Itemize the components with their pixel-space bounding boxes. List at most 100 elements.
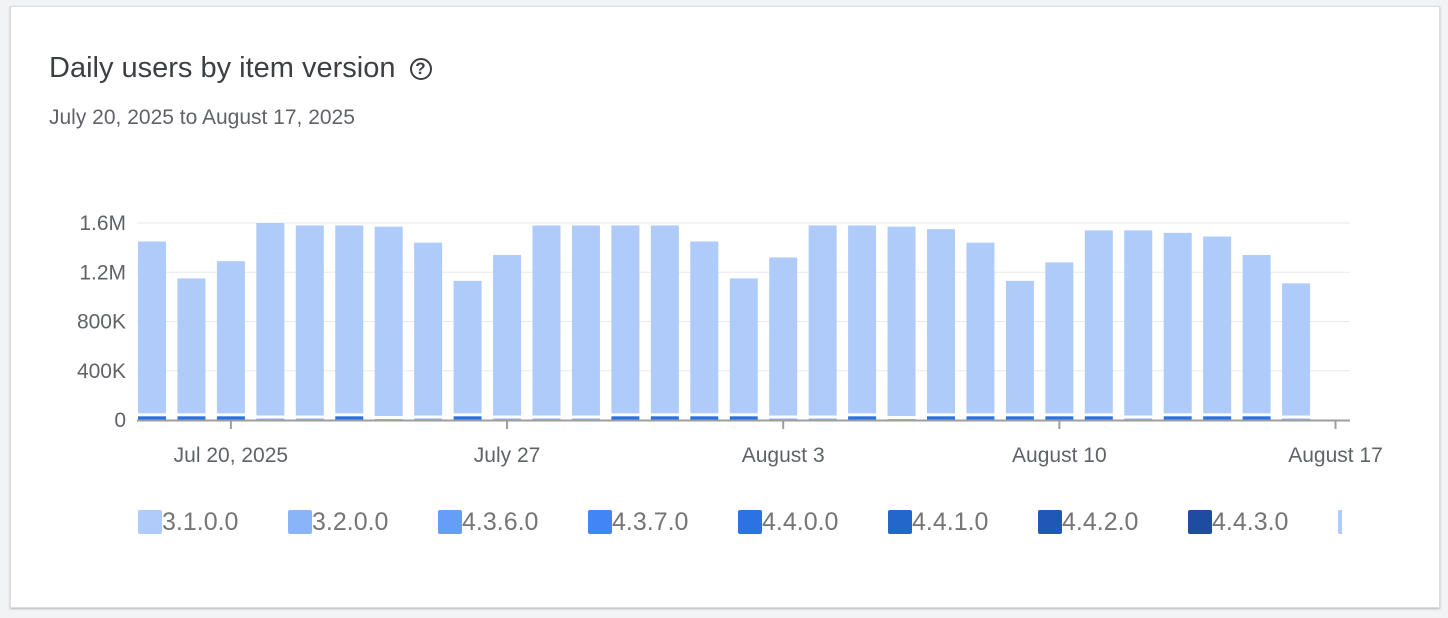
date-range: July 20, 2025 to August 17, 2025	[49, 106, 355, 129]
legend-swatch	[288, 510, 312, 534]
legend-item[interactable]: 4.4.0.0	[738, 502, 838, 542]
bar-3-2-0-0	[493, 418, 522, 420]
bar-4-4-0-0	[453, 416, 482, 420]
legend-item[interactable]: 4.4.3.0	[1188, 502, 1288, 542]
bar-4-4-0-0	[729, 416, 758, 420]
bar-4-4-0-0	[1163, 416, 1192, 420]
bar-3-1-0-0	[769, 257, 798, 416]
x-tick-label: August 3	[742, 444, 825, 467]
bar-3-1-0-0	[966, 242, 995, 414]
bar-3-2-0-0	[808, 418, 837, 420]
legend-label: 4.4.1.0	[912, 507, 989, 536]
bar-3-1-0-0	[729, 278, 758, 414]
bar-3-1-0-0	[1124, 230, 1153, 416]
chart-header: Daily users by item version ?	[49, 52, 432, 85]
bar-4-4-0-0	[138, 416, 166, 420]
bar-4-4-0-0	[1242, 416, 1271, 420]
legend-label: 4.4.3.0	[1212, 507, 1289, 536]
legend: 3.1.0.0 3.2.0.0 4.3.6.0 4.3.7.0 4.4.0.0 4.4.1…	[128, 502, 1342, 542]
legend-label: 4.4.2.0	[1062, 507, 1139, 536]
legend-item[interactable]: 4.3.6.0	[438, 502, 538, 542]
legend-label: 4.3.6.0	[462, 507, 539, 536]
legend-swatch	[588, 510, 612, 534]
legend-item[interactable]: 4.3.7.0	[588, 502, 688, 542]
bar-3-1-0-0	[1282, 283, 1311, 416]
bar-4-4-0-0	[848, 416, 877, 420]
legend-label: 3.2.0.0	[312, 507, 389, 536]
bar-4-4-0-0	[611, 416, 640, 420]
chart-title: Daily users by item version	[49, 52, 396, 84]
bar-4-4-0-0	[1203, 416, 1232, 420]
legend-item[interactable]	[1338, 502, 1342, 542]
bar-4-4-0-0	[966, 416, 995, 420]
bar-3-1-0-0	[1005, 280, 1034, 414]
bar-3-1-0-0	[650, 225, 679, 414]
bar-4-4-0-0	[1084, 416, 1113, 420]
bar-4-4-0-0	[335, 416, 364, 420]
legend-item[interactable]: 3.1.0.0	[138, 502, 238, 542]
y-tick-label: 1.2M	[79, 261, 126, 284]
bar-3-1-0-0	[256, 223, 285, 416]
y-tick-label: 800K	[77, 311, 126, 334]
bar-3-1-0-0	[1203, 236, 1232, 414]
bar-3-2-0-0	[414, 418, 443, 420]
legend-swatch	[1188, 510, 1212, 534]
bar-3-1-0-0	[1084, 230, 1113, 414]
x-tick-label: August 17	[1288, 444, 1383, 467]
bar-3-1-0-0	[1163, 232, 1192, 414]
bar-3-2-0-0	[1282, 418, 1311, 420]
x-tick-label: July 27	[474, 444, 541, 467]
bar-3-1-0-0	[453, 280, 482, 414]
bar-3-2-0-0	[532, 418, 561, 420]
bar-3-1-0-0	[216, 261, 245, 414]
bar-4-4-0-0	[927, 416, 955, 420]
bar-3-1-0-0	[571, 225, 600, 416]
legend-swatch	[1338, 510, 1342, 534]
bar-3-1-0-0	[1045, 262, 1074, 414]
legend-label: 3.1.0.0	[162, 507, 239, 536]
legend-label: 4.4.0.0	[762, 507, 839, 536]
x-tick-label: August 10	[1012, 444, 1107, 467]
bar-3-1-0-0	[493, 255, 522, 416]
bar-4-4-0-0	[1005, 416, 1034, 420]
bar-3-1-0-0	[374, 226, 403, 417]
bar-3-1-0-0	[808, 225, 837, 416]
chart-card	[10, 6, 1440, 608]
bar-3-1-0-0	[414, 242, 443, 416]
legend-item[interactable]: 3.2.0.0	[288, 502, 388, 542]
bar-4-4-0-0	[650, 416, 679, 420]
legend-swatch	[738, 510, 762, 534]
bar-3-1-0-0	[177, 278, 206, 414]
bar-3-1-0-0	[295, 225, 324, 416]
y-tick-label: 400K	[77, 360, 126, 383]
bar-3-1-0-0	[1242, 255, 1271, 414]
bar-3-1-0-0	[848, 225, 877, 414]
bar-3-2-0-0	[571, 418, 600, 420]
y-tick-label: 1.6M	[79, 212, 126, 235]
legend-swatch	[888, 510, 912, 534]
bar-4-4-0-0	[690, 416, 719, 420]
bar-3-1-0-0	[927, 229, 955, 414]
bar-3-2-0-0	[1124, 418, 1153, 420]
y-tick-label: 0	[114, 409, 126, 432]
bar-3-1-0-0	[532, 225, 561, 416]
bar-3-1-0-0	[611, 225, 640, 414]
bar-3-2-0-0	[256, 418, 285, 420]
legend-swatch	[138, 510, 162, 534]
bar-3-1-0-0	[138, 241, 166, 414]
legend-item[interactable]: 4.4.1.0	[888, 502, 988, 542]
legend-item[interactable]: 4.4.2.0	[1038, 502, 1138, 542]
help-circle-icon[interactable]: ?	[409, 57, 432, 80]
legend-swatch	[438, 510, 462, 534]
bar-4-4-0-0	[177, 416, 206, 420]
bar-3-2-0-0	[295, 418, 324, 420]
legend-label: 4.3.7.0	[612, 507, 689, 536]
bar-4-4-0-0	[1045, 416, 1074, 420]
x-tick-label: Jul 20, 2025	[174, 444, 288, 467]
bar-3-1-0-0	[887, 226, 916, 417]
bar-3-2-0-0	[769, 418, 798, 420]
bar-4-4-0-0	[216, 416, 245, 420]
legend-swatch	[1038, 510, 1062, 534]
bar-3-1-0-0	[690, 241, 719, 414]
